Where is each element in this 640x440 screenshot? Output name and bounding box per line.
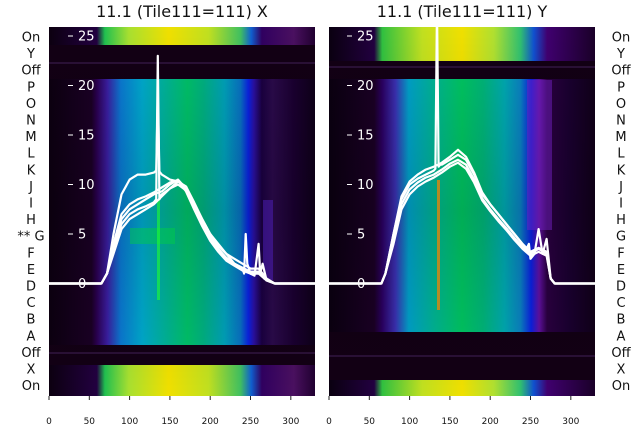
row-label: B [617,313,626,328]
series-line [329,161,595,285]
row-label: D [26,280,36,295]
series-group [329,5,595,285]
y-tick-label: 25 [357,30,374,45]
row-label: F [27,246,34,261]
row-label: I [619,197,623,212]
row-label: Off [21,64,41,79]
x-tick-label: 250 [242,417,259,427]
row-label: ** G [17,230,44,245]
row-label: P [27,80,35,95]
row-label: E [27,263,35,278]
x-axis: 0 50 100 150 200 250 300 [46,396,300,427]
row-label: On [22,31,40,46]
x-tick-label: 0 [326,417,332,427]
panel-title: 11.1 (Tile111=111) X [96,2,268,21]
row-label: On [612,379,630,394]
row-label: C [26,296,35,311]
row-label: J [618,180,623,195]
row-label: C [616,296,625,311]
row-label: E [617,263,625,278]
x-tick-label: 50 [84,417,96,427]
row-label: On [612,31,630,46]
row-label: B [27,313,36,328]
heatmap-background [49,27,315,396]
heatmap-background [329,27,595,396]
panel-title: 11.1 (Tile111=111) Y [377,2,548,21]
y-tick-label: 20 [78,79,95,94]
x-tick-label: 150 [161,417,178,427]
y-tick-label: 15 [357,129,374,144]
row-label: K [617,163,626,178]
row-label: X [27,363,36,378]
row-label: X [617,363,626,378]
row-label: A [27,329,36,344]
series-line [49,180,315,285]
row-label: Off [611,346,631,361]
x-tick-label: 200 [482,417,499,427]
row-label: G [616,230,626,245]
x-axis: 0 50 100 150 200 250 300 [326,396,580,427]
y-tick-label: 25 [78,30,95,45]
row-label: M [615,130,626,145]
row-label: Off [611,64,631,79]
row-label: H [616,213,626,228]
row-label: O [616,97,626,112]
x-tick-label: 150 [441,417,458,427]
row-label: Off [21,346,41,361]
row-label: N [616,114,626,129]
row-label: I [29,197,33,212]
y-tick-label: 5 [78,228,86,243]
row-label: P [617,80,625,95]
x-tick-label: 0 [46,417,52,427]
x-tick-label: 50 [364,417,376,427]
row-label: K [27,163,36,178]
row-label: A [617,329,626,344]
row-label: M [25,130,36,145]
x-tick-label: 250 [522,417,539,427]
x-tick-label: 300 [282,417,299,427]
row-label: L [27,147,35,162]
x-tick-label: 300 [562,417,579,427]
series-group [49,54,315,285]
series-line [329,5,595,285]
row-label: D [616,280,626,295]
row-label: L [617,147,625,162]
y-tick-label: 10 [357,178,374,193]
y-tick-label: 20 [357,79,374,94]
series-line [49,179,315,285]
y-tick-label: 5 [357,228,365,243]
row-label: N [26,114,36,129]
row-label: On [22,379,40,394]
y-tick-label: 10 [78,178,95,193]
x-tick-label: 200 [202,417,219,427]
row-label: Y [616,47,625,62]
series-line [329,148,595,285]
row-label: J [28,180,33,195]
row-label: Y [26,47,35,62]
row-label: F [617,246,624,261]
series-line [49,178,315,285]
panel-y: 11.1 (Tile111=111) Y OnYOffPONMLKJIHGFED… [326,2,631,427]
x-tick-label: 100 [401,417,418,427]
y-tick-label: 15 [78,129,95,144]
row-label: O [26,97,36,112]
row-label: H [26,213,36,228]
x-tick-label: 100 [121,417,138,427]
